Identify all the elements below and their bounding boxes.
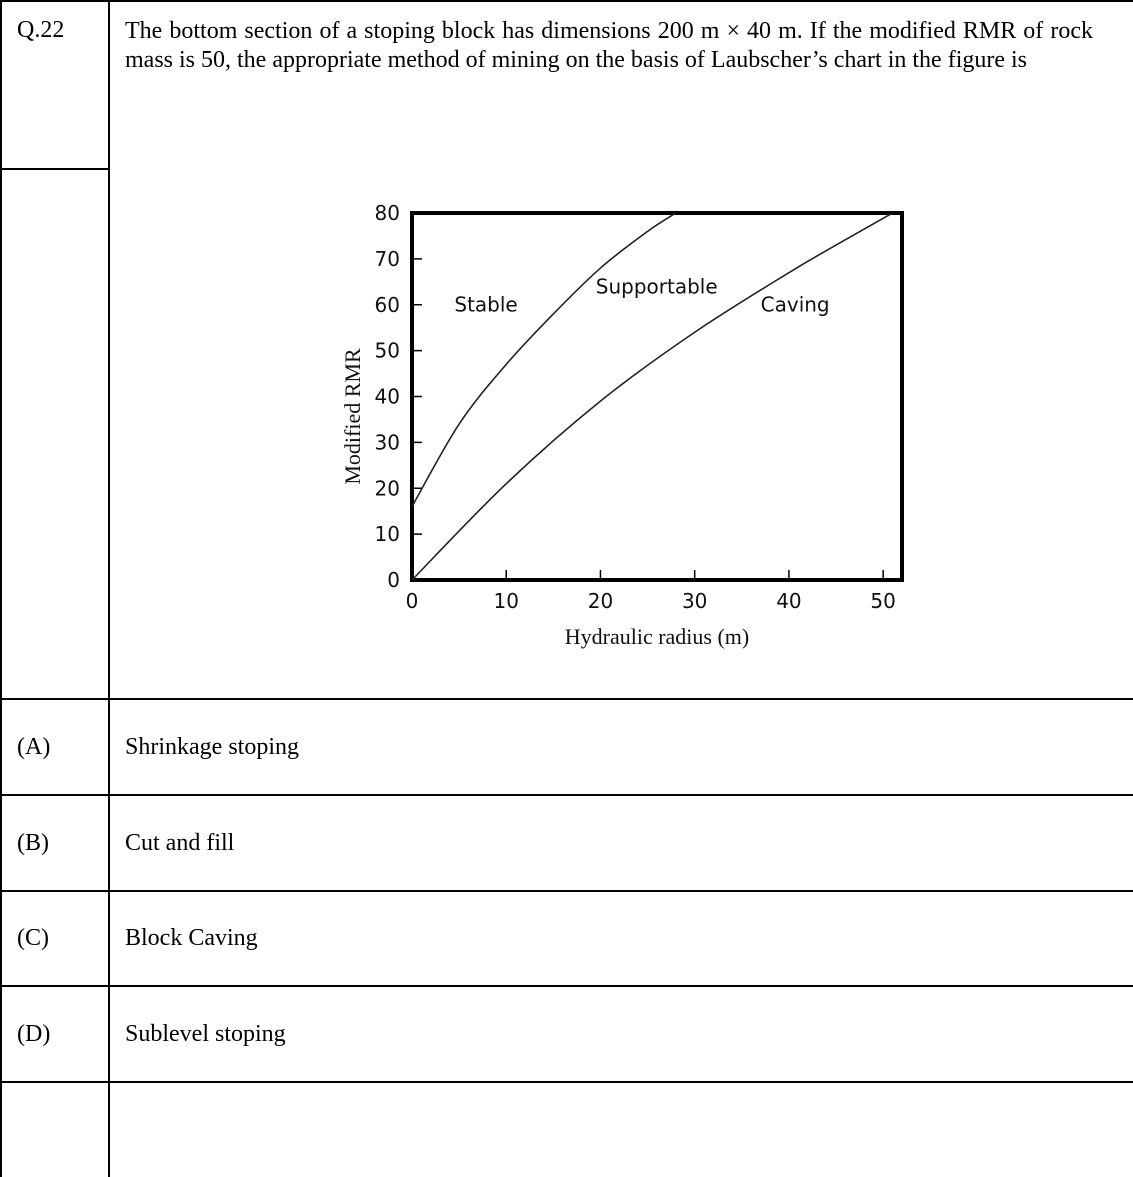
laubscher-chart: 0 10 20 30 40 50 60 70 80 0 10 20 30 40 50 Stable Suppor… (340, 201, 904, 649)
row-divider-b (0, 794, 1133, 796)
stable-region-label: Stable (454, 293, 517, 317)
supportable-caving-boundary (411, 212, 893, 581)
y-tick-label: 30 (375, 430, 400, 454)
x-tick-label: 0 (406, 589, 419, 613)
row-divider-c (0, 890, 1133, 892)
question-text: The bottom section of a stoping block ha… (125, 18, 1093, 73)
y-tick-label: 60 (375, 293, 400, 317)
y-tick-label: 50 (375, 339, 400, 363)
supportable-region-label: Supportable (596, 274, 718, 298)
caving-region-label: Caving (761, 293, 830, 317)
option-a-label: (A) (17, 734, 51, 760)
option-c-label: (C) (17, 925, 49, 951)
row-divider-end (0, 1081, 1133, 1083)
y-tick-label: 0 (387, 568, 400, 592)
option-a-text[interactable]: Shrinkage stoping (125, 734, 299, 760)
y-tick-label: 10 (375, 522, 400, 546)
table-top-border (0, 0, 1133, 2)
option-d-label: (D) (17, 1021, 51, 1047)
x-tick-label: 10 (494, 589, 519, 613)
y-tick-label: 40 (375, 385, 400, 409)
question-number: Q.22 (17, 17, 65, 43)
table-column-divider (108, 0, 110, 1177)
x-tick-label: 20 (588, 589, 613, 613)
stable-supportable-boundary (411, 212, 677, 507)
option-b-label: (B) (17, 830, 49, 856)
y-tick-label: 20 (375, 476, 400, 500)
table-left-border (0, 0, 2, 1177)
x-tick-label: 30 (682, 589, 707, 613)
row-divider-d (0, 985, 1133, 987)
option-d-text[interactable]: Sublevel stoping (125, 1021, 286, 1047)
row-divider-a (0, 698, 1133, 700)
option-b-text[interactable]: Cut and fill (125, 830, 235, 856)
plot-frame (410, 211, 904, 582)
x-axis-title: Hydraulic radius (m) (565, 624, 750, 649)
question-number-cell-divider (0, 168, 110, 170)
y-axis-title: Modified RMR (340, 348, 365, 485)
option-c-text[interactable]: Block Caving (125, 925, 258, 951)
x-tick-label: 40 (776, 589, 801, 613)
x-tick-label: 50 (870, 589, 895, 613)
y-tick-label: 80 (375, 201, 400, 225)
y-tick-label: 70 (375, 247, 400, 271)
